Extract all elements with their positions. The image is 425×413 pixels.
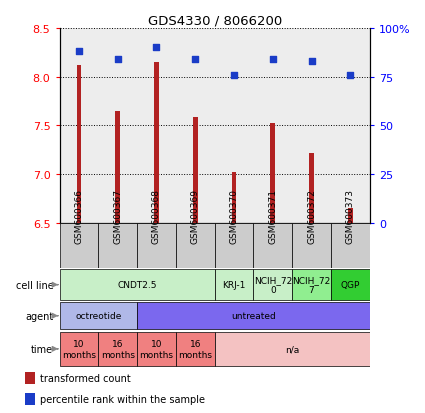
Point [192, 57, 198, 63]
Text: GSM600370: GSM600370 [230, 189, 238, 244]
Text: 10
months: 10 months [62, 339, 96, 358]
Bar [292, 223, 331, 268]
Bar [253, 270, 292, 300]
Text: transformed count: transformed count [40, 373, 131, 383]
Text: agent: agent [25, 311, 53, 321]
Bar [60, 270, 215, 300]
Text: octreotide: octreotide [75, 311, 122, 320]
Bar [215, 29, 253, 223]
Point [231, 72, 238, 79]
Bar [115, 112, 120, 223]
Bar [331, 223, 370, 268]
Text: QGP: QGP [341, 280, 360, 290]
Bar [253, 29, 292, 223]
Bar [176, 29, 215, 223]
Bar [25, 373, 35, 384]
Bar [76, 66, 81, 223]
Bar [137, 223, 176, 268]
Bar [137, 29, 176, 223]
Bar [98, 29, 137, 223]
Bar [331, 29, 370, 223]
Text: time: time [31, 344, 53, 354]
Text: 10
months: 10 months [139, 339, 173, 358]
Bar [348, 209, 353, 223]
Text: NCIH_72
0: NCIH_72 0 [254, 275, 292, 294]
Text: cell line: cell line [16, 280, 53, 290]
Text: GSM600372: GSM600372 [307, 189, 316, 244]
Point [269, 57, 276, 63]
Title: GDS4330 / 8066200: GDS4330 / 8066200 [147, 15, 282, 28]
Bar [232, 173, 236, 223]
Point [308, 59, 315, 65]
Bar [60, 332, 98, 366]
Text: 16
months: 16 months [178, 339, 212, 358]
Point [114, 57, 121, 63]
Bar [292, 270, 331, 300]
Text: n/a: n/a [285, 344, 299, 354]
Text: 16
months: 16 months [101, 339, 135, 358]
Text: GSM600371: GSM600371 [268, 189, 277, 244]
Text: GSM600368: GSM600368 [152, 189, 161, 244]
Bar [193, 118, 198, 223]
Bar [176, 332, 215, 366]
Bar [154, 63, 159, 223]
Text: NCIH_72
7: NCIH_72 7 [292, 275, 331, 294]
Text: CNDT2.5: CNDT2.5 [117, 280, 157, 290]
Bar [98, 223, 137, 268]
Text: GSM600366: GSM600366 [74, 189, 83, 244]
Bar [137, 332, 176, 366]
Bar [137, 303, 370, 329]
Bar [60, 303, 137, 329]
Text: GSM600369: GSM600369 [191, 189, 200, 244]
Text: GSM600373: GSM600373 [346, 189, 355, 244]
Bar [292, 29, 331, 223]
Text: untreated: untreated [231, 311, 276, 320]
Bar [270, 124, 275, 223]
Bar [60, 223, 98, 268]
Text: KRJ-1: KRJ-1 [222, 280, 246, 290]
Text: GSM600367: GSM600367 [113, 189, 122, 244]
Bar [215, 332, 370, 366]
Bar [176, 223, 215, 268]
Bar [215, 270, 253, 300]
Bar [309, 153, 314, 223]
Point [76, 49, 82, 55]
Bar [98, 332, 137, 366]
Point [347, 72, 354, 79]
Bar [25, 393, 35, 405]
Bar [253, 223, 292, 268]
Point [153, 45, 160, 52]
Bar [60, 29, 98, 223]
Bar [331, 270, 370, 300]
Bar [215, 223, 253, 268]
Text: percentile rank within the sample: percentile rank within the sample [40, 394, 205, 404]
